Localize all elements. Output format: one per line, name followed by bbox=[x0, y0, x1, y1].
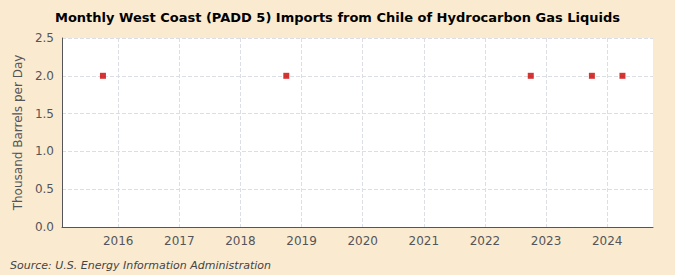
svg-text:Monthly West Coast (PADD 5) Im: Monthly West Coast (PADD 5) Imports from… bbox=[55, 10, 620, 25]
svg-text:1.5: 1.5 bbox=[35, 107, 54, 121]
svg-text:2022: 2022 bbox=[470, 234, 501, 248]
svg-text:Thousand Barrels per Day: Thousand Barrels per Day bbox=[11, 55, 25, 212]
svg-text:2023: 2023 bbox=[531, 234, 562, 248]
svg-text:2019: 2019 bbox=[286, 234, 317, 248]
svg-text:2.0: 2.0 bbox=[35, 69, 54, 83]
svg-text:2020: 2020 bbox=[347, 234, 378, 248]
svg-text:2024: 2024 bbox=[592, 234, 623, 248]
svg-text:0.0: 0.0 bbox=[35, 220, 54, 234]
svg-text:Source: U.S. Energy Informatio: Source: U.S. Energy Information Administ… bbox=[10, 259, 271, 272]
svg-text:2017: 2017 bbox=[164, 234, 195, 248]
svg-text:0.5: 0.5 bbox=[35, 182, 54, 196]
svg-text:2.5: 2.5 bbox=[35, 31, 54, 45]
svg-text:2021: 2021 bbox=[409, 234, 440, 248]
svg-text:2018: 2018 bbox=[225, 234, 256, 248]
svg-text:1.0: 1.0 bbox=[35, 144, 54, 158]
svg-text:2016: 2016 bbox=[103, 234, 134, 248]
